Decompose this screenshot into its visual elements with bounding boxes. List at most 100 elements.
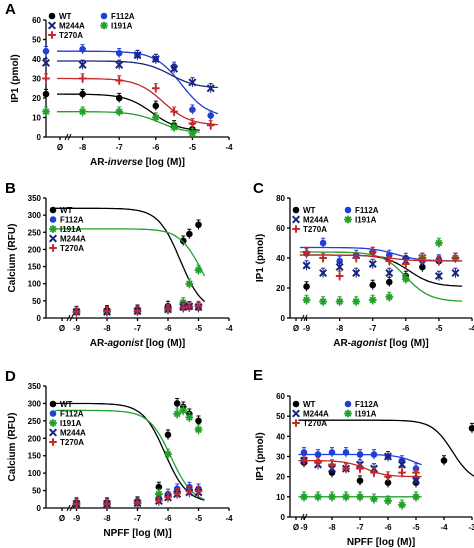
data-point — [335, 272, 344, 280]
panel-letter: B — [5, 180, 16, 197]
x-tick-label: -6 — [152, 143, 160, 152]
x-tick-label: -5 — [412, 523, 420, 532]
data-point — [78, 107, 87, 116]
legend-label: WT — [60, 400, 73, 409]
y-tick-label: 50 — [276, 412, 285, 421]
y-axis-title: Calcium (RFU) — [7, 224, 18, 293]
data-point — [185, 279, 194, 288]
series-m244a — [41, 49, 219, 93]
data-point — [368, 296, 377, 304]
x-axis-title-part: [log (M)] — [143, 338, 185, 349]
data-point — [412, 492, 420, 501]
data-point — [385, 257, 394, 265]
data-point — [42, 107, 50, 116]
x-axis-title-part: [log (M)] — [387, 338, 429, 349]
legend-label: M244A — [60, 235, 86, 244]
data-point — [319, 297, 327, 306]
legend-marker — [49, 216, 57, 223]
y-tick-label: 0 — [37, 133, 42, 142]
y-tick-label: 40 — [32, 55, 41, 64]
data-point — [151, 113, 160, 122]
series-f112a — [298, 447, 422, 474]
series-t270a — [299, 246, 463, 281]
x-tick-label: -4 — [225, 324, 233, 333]
x-axis-title-part: NPFF [log (M)] — [347, 537, 415, 548]
data-point — [154, 490, 163, 498]
data-point — [370, 451, 378, 458]
fit-curve — [55, 228, 206, 277]
y-tick-label: 60 — [276, 392, 285, 401]
y-tick-label: 20 — [32, 94, 41, 103]
legend-marker — [47, 21, 57, 30]
x-axis-title: NPFF [log (M)] — [103, 528, 171, 539]
y-tick-label: 200 — [28, 245, 42, 254]
data-point — [155, 496, 163, 505]
data-point — [370, 494, 378, 503]
legend-marker — [292, 225, 300, 233]
legend-marker — [291, 409, 301, 418]
series-i191a — [298, 491, 422, 510]
x-tick-label: -9 — [303, 324, 311, 333]
data-point — [369, 281, 377, 289]
data-point — [170, 64, 179, 73]
data-point — [303, 283, 310, 290]
data-point — [384, 496, 392, 505]
legend-label: T270A — [60, 438, 84, 447]
data-point — [368, 259, 377, 269]
x-axis-title-italic: agonist — [108, 338, 144, 349]
x-tick-label: -8 — [328, 523, 336, 532]
series-i191a — [42, 106, 200, 138]
legend: WT F112A M244A I191A T270A — [291, 400, 379, 428]
y-tick-label: 30 — [276, 453, 285, 462]
legend-marker — [344, 206, 352, 214]
legend-marker — [292, 419, 300, 427]
data-point — [133, 51, 142, 60]
x-axis-title-part: AR- — [333, 338, 351, 349]
data-point — [179, 406, 188, 415]
data-point — [411, 476, 421, 485]
y-tick-label: 50 — [32, 297, 41, 306]
data-point — [133, 498, 142, 507]
data-point — [385, 278, 393, 286]
data-point — [356, 464, 364, 473]
data-point — [451, 254, 460, 262]
data-point — [314, 458, 322, 467]
x-tick-label: -5 — [195, 514, 203, 523]
data-point — [435, 239, 443, 247]
fit-curve — [57, 111, 200, 133]
data-point — [185, 487, 194, 496]
data-point — [152, 102, 160, 110]
chart-panel-a: A 0 10 20 30 40 50 60 -8 -7 -6 -5 -4 Ø IP1 (pmol) AR-in… — [5, 1, 233, 168]
data-point — [188, 78, 197, 87]
y-tick-label: 250 — [28, 228, 42, 237]
data-point — [170, 107, 178, 116]
x-tick-label: -8 — [79, 143, 87, 152]
data-point — [385, 293, 394, 301]
data-point — [194, 302, 203, 310]
data-point — [194, 266, 203, 274]
x-axis-title: AR-inverse [log (M)] — [90, 157, 185, 168]
fit-curve — [298, 419, 474, 477]
legend-label: WT — [59, 12, 72, 21]
data-point — [385, 268, 394, 278]
x-tick-label: -4 — [225, 143, 233, 152]
data-point — [401, 275, 410, 283]
legend-label: F112A — [355, 206, 379, 215]
data-point — [207, 112, 214, 119]
fit-curve — [55, 207, 206, 303]
x-tick-label: -7 — [369, 324, 377, 333]
y-tick-label: 60 — [276, 224, 285, 233]
legend-label: M244A — [303, 410, 329, 419]
axis-break — [300, 314, 308, 322]
data-point — [115, 107, 124, 116]
data-point — [451, 268, 460, 278]
data-point — [319, 239, 327, 247]
x-tick-label: -7 — [134, 514, 142, 523]
x-zero-label: Ø — [59, 514, 65, 523]
x-zero-label: Ø — [59, 324, 65, 333]
data-point — [468, 424, 474, 432]
y-tick-label: 30 — [32, 75, 41, 84]
fit-curve — [299, 254, 463, 262]
axis-break — [66, 314, 74, 322]
